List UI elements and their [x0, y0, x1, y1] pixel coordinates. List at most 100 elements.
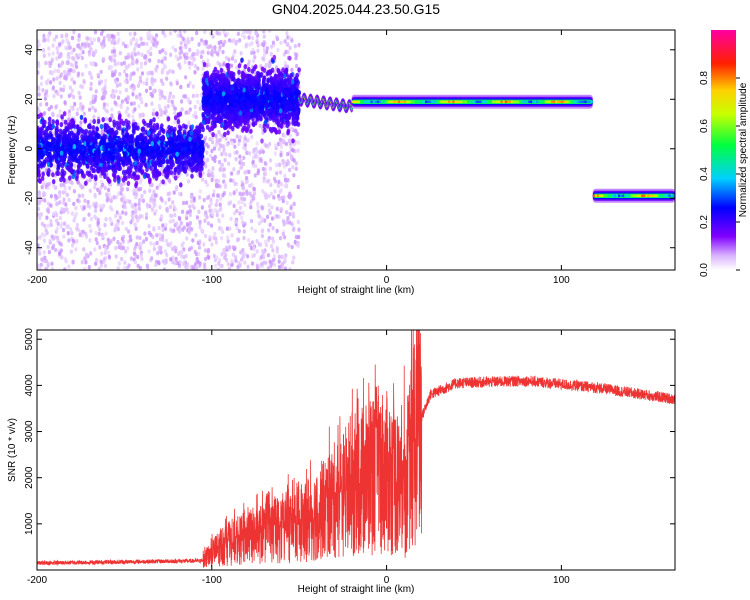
spectrogram-cell	[225, 226, 229, 231]
spectrogram-cell	[66, 210, 70, 215]
spectrogram-cell	[75, 64, 79, 70]
spectrogram-cell	[138, 96, 142, 101]
spectrogram-cell	[190, 173, 194, 179]
spectrogram-cell	[93, 108, 97, 113]
spectrogram-cell	[51, 85, 56, 90]
spectrogram-cell	[168, 155, 173, 161]
spectrogram-cell	[111, 73, 115, 78]
spectrogram-cell	[184, 124, 188, 130]
spectrogram-cell	[37, 172, 42, 178]
spectrogram-cell	[116, 266, 120, 270]
spectrogram-cell	[87, 138, 92, 144]
spectrogram-cell	[146, 71, 150, 76]
spectrogram-cell	[111, 88, 115, 94]
spectrogram-cell	[243, 136, 247, 141]
spectrogram-cell	[178, 55, 183, 60]
spectrogram-cell	[155, 185, 159, 190]
spectrogram-cell	[144, 236, 148, 242]
spectrogram-cell	[42, 150, 46, 156]
spectrogram-cell	[248, 30, 252, 33]
spectrogram-cell	[150, 39, 154, 44]
spectrogram-cell	[37, 151, 41, 157]
spectrogram-cell	[144, 212, 149, 217]
spectrogram-cell	[224, 152, 228, 157]
spectrogram-cell	[119, 246, 124, 251]
spectrogram-cell	[152, 88, 156, 94]
spectrogram-cell	[68, 175, 72, 181]
spectrogram-cell	[89, 100, 93, 106]
spectrogram-cell	[173, 115, 178, 121]
spectrogram-cell	[153, 167, 157, 173]
spectrogram-cell	[268, 141, 272, 147]
spectrogram-cell	[92, 130, 96, 136]
spectrogram-cell	[109, 198, 113, 204]
spectrogram-cell	[176, 33, 180, 38]
spectrogram-cell	[238, 135, 242, 140]
spectrogram-cell	[75, 176, 79, 182]
spectrogram-cell	[214, 182, 219, 187]
spectrogram-cell	[149, 46, 153, 51]
spectrogram-cell	[145, 81, 149, 86]
spectrogram-cell	[137, 104, 141, 109]
spectrogram-cell	[268, 158, 273, 163]
spectrogram-cell	[69, 130, 74, 136]
spectrogram-cell	[152, 123, 157, 129]
spectrogram-cell	[110, 107, 114, 112]
spectrogram-cell	[106, 250, 110, 255]
spectrogram-cell	[110, 40, 114, 45]
spectrogram-cell	[275, 206, 279, 211]
spectrogram-cell	[171, 259, 175, 265]
spectrogram-cell	[104, 246, 108, 251]
spectrogram-cell	[94, 140, 98, 146]
spectrogram-cell	[286, 152, 290, 157]
spectrogram-cell	[67, 112, 71, 118]
spectrogram-cell	[212, 146, 216, 151]
spectrogram-cell	[117, 191, 121, 196]
spectrogram-cell	[229, 216, 233, 222]
spectrogram-cell	[278, 189, 282, 195]
spectrogram-cell	[188, 209, 192, 214]
spectrogram-cell	[89, 228, 93, 234]
spectrogram-cell	[177, 191, 182, 196]
spectrogram-cell	[90, 40, 94, 46]
spectrogram-cell	[88, 223, 92, 229]
spectrogram-cell	[150, 76, 154, 82]
spectrogram-cell	[255, 249, 259, 254]
spectrogram-cell	[89, 81, 93, 87]
spectrogram-cell	[129, 41, 133, 46]
spectrogram-cell	[139, 154, 143, 160]
spectrogram-cell	[183, 94, 187, 99]
spectrogram-cell	[198, 172, 203, 178]
spectrogram-cell	[223, 39, 227, 45]
spectrogram-cell	[172, 94, 176, 100]
spectrogram-cell	[283, 133, 287, 138]
spectrogram-cell	[258, 150, 262, 155]
spectrogram-cell	[85, 253, 89, 258]
spectrogram-cell	[201, 127, 205, 133]
spectrogram-cell	[140, 52, 144, 57]
spectrogram-cell	[62, 200, 66, 206]
spectrogram-cell	[204, 256, 208, 262]
spectrogram-cell	[158, 49, 162, 55]
spectrogram-cell	[275, 246, 279, 251]
spectrogram-cell	[136, 67, 140, 72]
spectrogram-cell	[236, 264, 240, 270]
spectrogram-cell	[173, 119, 177, 125]
spectrogram-cell	[49, 162, 54, 168]
spectrogram-cell	[64, 45, 68, 51]
spectrogram-cell	[45, 89, 49, 94]
spectrogram-cell	[89, 72, 93, 77]
spectrogram-cell	[99, 41, 104, 47]
spectrogram-cell	[215, 51, 220, 56]
spectrogram-cell	[124, 64, 128, 69]
spectrogram-cell	[110, 128, 114, 134]
spectrogram-cell	[79, 101, 83, 107]
spectrogram-cell	[217, 160, 222, 165]
spectrogram-cell	[168, 130, 172, 136]
spectrogram-cell	[290, 222, 294, 227]
spectrogram-marks	[37, 30, 675, 270]
spectrogram-cell	[87, 146, 91, 152]
spectrogram-cell	[189, 194, 194, 199]
spectrogram-cell	[261, 228, 265, 233]
spectrogram-cell	[237, 63, 242, 69]
